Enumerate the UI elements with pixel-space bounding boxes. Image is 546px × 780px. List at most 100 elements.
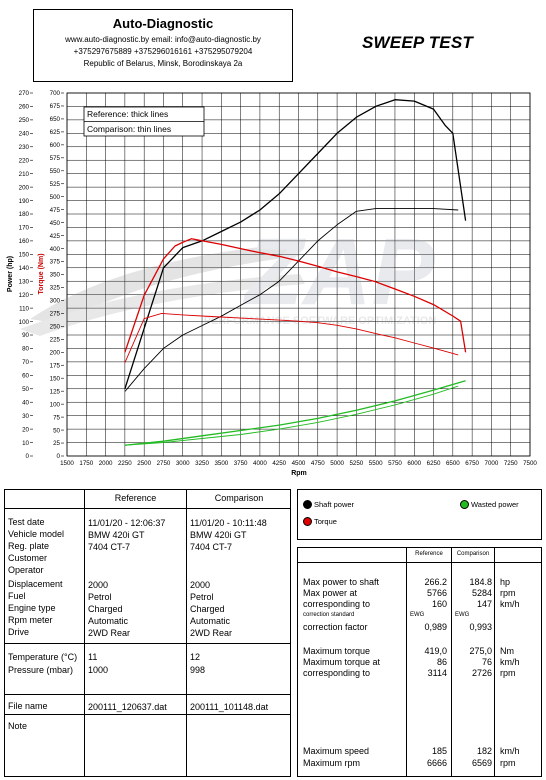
ref-pressure: 1000 (88, 665, 109, 675)
nm-tick-label: 125 (50, 388, 61, 395)
company-address: Republic of Belarus, Minsk, Borodinskaya… (83, 59, 243, 68)
curve-style-legend: Reference: thick lines Comparison: thin … (83, 106, 205, 137)
x-tick-label: 5250 (349, 460, 363, 467)
ref-corr-std: EWG (410, 612, 425, 618)
nm-tick-label: 0 (57, 453, 61, 460)
company-header: Auto-Diagnostic www.auto-diagnostic.by e… (33, 9, 293, 82)
x-tick-label: 7000 (485, 460, 499, 467)
nm-tick-label: 250 (50, 324, 61, 331)
nm-tick-label: 550 (50, 168, 61, 175)
cmp-fuel: Petrol (190, 592, 214, 602)
nm-tick-label: 200 (50, 349, 61, 356)
label-pressure: Pressure (mbar) (8, 665, 74, 675)
cmp-vehicle: BMW 420i GT (190, 530, 247, 540)
label-max-rpm: Maximum rpm (303, 758, 361, 768)
nm-tick-label: 300 (50, 298, 61, 305)
watermark-slogan: PERFORMANCE SOFTWARE OPTIMIZATION (204, 315, 437, 327)
hp-tick-label: 170 (19, 225, 30, 232)
x-tick-label: 2500 (137, 460, 151, 467)
company-web-email: www.auto-diagnostic.by email: info@auto-… (65, 35, 261, 44)
hp-tick-label: 40 (22, 399, 29, 406)
ref-rpm-meter: Automatic (88, 616, 129, 626)
cmp-max-power: 184.8 (469, 577, 492, 587)
unit-max-speed: km/h (500, 746, 520, 756)
torque-thick-curve (124, 238, 467, 353)
plot-frame (66, 92, 531, 457)
label-correction-standard: correction standard (303, 612, 355, 618)
hp-tick-label: 10 (22, 440, 29, 447)
cmp-file: 200111_101148.dat (190, 702, 269, 712)
ref-max-speed: 185 (431, 746, 447, 756)
hp-tick-label: 250 (19, 117, 30, 124)
nm-tick-label: 225 (50, 337, 61, 344)
cmp-power-speed: 147 (476, 599, 492, 609)
col-header-reference: Reference (114, 493, 157, 503)
label-drive: Drive (8, 627, 30, 637)
x-tick-label: 2750 (157, 460, 171, 467)
label-torque-corresponding: corresponding to (303, 668, 371, 678)
shaft-power-thin-curve (124, 208, 459, 392)
nm-tick-label: 650 (50, 116, 61, 123)
chart-curves (124, 99, 467, 446)
hp-tick-label: 50 (22, 386, 29, 393)
cmp-torque-speed: 76 (481, 657, 492, 667)
wasted-power-marker (460, 500, 469, 509)
legend-reference: Reference: thick lines (87, 109, 168, 119)
unit-max-power-rpm: rpm (500, 588, 516, 598)
x-tick-label: 5500 (369, 460, 383, 467)
nm-tick-label: 375 (50, 259, 61, 266)
label-file: File name (8, 701, 48, 711)
x-tick-label: 4750 (311, 460, 325, 467)
hp-tick-label: 110 (19, 305, 29, 312)
unit-power-speed: km/h (500, 599, 520, 609)
x-tick-label: 7250 (504, 460, 518, 467)
hp-tick-label: 270 (19, 90, 30, 97)
cmp-max-speed: 182 (476, 746, 492, 756)
unit-torque-rpm: rpm (500, 668, 516, 678)
label-engine: Engine type (8, 603, 56, 613)
hp-tick-label: 60 (22, 373, 29, 380)
ref-fuel: Petrol (88, 592, 112, 602)
hp-tick-label: 160 (19, 238, 30, 245)
shaft-power-marker (303, 500, 312, 509)
cmp-max-rpm: 6569 (471, 758, 492, 768)
nm-tick-label: 400 (50, 246, 61, 253)
cmp-drive: 2WD Rear (190, 628, 233, 638)
label-note: Note (8, 721, 28, 731)
ref-test-date: 11/01/20 - 12:06:37 (88, 518, 166, 528)
label-max-power: Max power to shaft (303, 577, 380, 587)
results-col-reference: Reference (415, 551, 443, 557)
ref-torque-rpm: 3114 (427, 668, 447, 678)
nm-tick-label: 700 (50, 90, 61, 97)
x-tick-label: 3000 (176, 460, 190, 467)
ref-vehicle: BMW 420i GT (88, 530, 145, 540)
hp-tick-label: 90 (22, 332, 29, 339)
cmp-corr-std: EWG (455, 612, 470, 618)
cmp-max-torque: 275,0 (469, 646, 492, 656)
watermark-logo: ZAP PERFORMANCE SOFTWARE OPTIMIZATION (20, 219, 436, 336)
x-tick-label: 3500 (214, 460, 228, 467)
chart-axes: 1500 1750 2000 2250 2500 2750 3000 3250 3500 3750… (19, 90, 538, 467)
ref-max-power-rpm: 5766 (426, 588, 447, 598)
x-tick-label: 1750 (79, 460, 93, 467)
x-tick-label: 5750 (388, 460, 402, 467)
label-correction-factor: correction factor (303, 622, 368, 632)
test-title: SWEEP TEST (362, 33, 473, 52)
ref-drive: 2WD Rear (88, 628, 131, 638)
legend-torque: Torque (314, 517, 337, 526)
hp-tick-label: 140 (19, 265, 30, 272)
x-tick-label: 7500 (523, 460, 537, 467)
label-temperature: Temperature (°C) (8, 652, 78, 662)
ref-displacement: 2000 (88, 580, 109, 590)
label-test-date: Test date (8, 517, 45, 527)
hp-tick-label: 190 (19, 198, 30, 205)
ref-engine: Charged (88, 604, 123, 614)
x-tick-label: 6000 (407, 460, 421, 467)
nm-tick-label: 625 (50, 129, 61, 136)
nm-tick-label: 100 (50, 401, 61, 408)
unit-max-power: hp (500, 577, 511, 587)
x-tick-label: 4250 (272, 460, 286, 467)
ref-max-torque: 419,0 (424, 646, 447, 656)
hp-tick-label: 210 (19, 171, 30, 178)
ref-torque-speed: 86 (436, 657, 447, 667)
